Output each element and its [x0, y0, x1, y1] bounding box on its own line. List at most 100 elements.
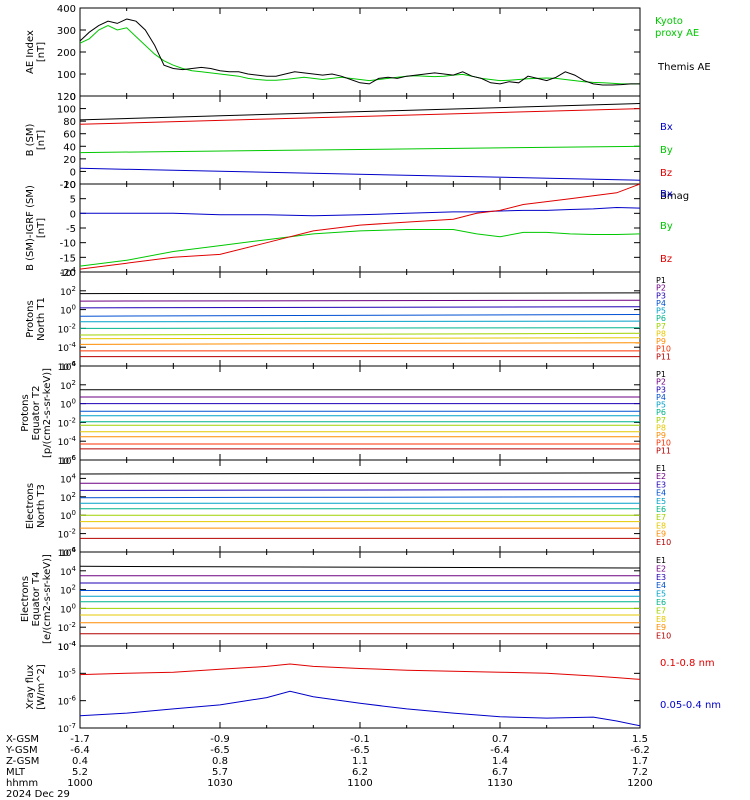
legend-label-p10: P10: [656, 439, 671, 448]
y-tick-label: -20: [60, 268, 76, 279]
series-line-by: [79, 229, 641, 267]
y-tick-label: 10-6: [58, 360, 77, 373]
y-tick-label: 106: [60, 454, 76, 467]
legend-label-e5: E5: [656, 497, 666, 506]
x-axis-tick-label: 1.4: [492, 756, 508, 767]
legend-label-bx: Bx: [660, 122, 673, 133]
series-line-p8: [79, 337, 641, 340]
legend-label-e4: E4: [656, 489, 666, 498]
y-axis-label: [p/(cm2-s-sr-keV)]: [42, 368, 53, 458]
y-tick-label: 5: [70, 195, 76, 206]
legend-label-p7: P7: [656, 416, 666, 425]
y-tick-label: 100: [57, 70, 76, 81]
series-line-p2: [79, 299, 641, 302]
legend-label-e3: E3: [656, 480, 666, 489]
y-tick-label: 102: [60, 584, 76, 597]
series-line-e4: [79, 496, 641, 499]
y-tick-label: 102: [60, 379, 76, 392]
legend-label-kyoto: Kyoto: [655, 16, 683, 27]
legend-label-e8: E8: [656, 521, 666, 530]
legend-label-by: By: [660, 221, 673, 232]
series-line-p1: [79, 292, 641, 295]
x-axis-row-label: hhmm: [6, 778, 38, 789]
legend-label-e10: E10: [656, 632, 671, 641]
y-tick-label: 10-4: [58, 640, 77, 653]
legend-label-p2: P2: [656, 378, 666, 387]
y-tick-label: 40: [63, 142, 76, 153]
series-line-p3: [79, 306, 641, 309]
panel-frame-bsm: [79, 95, 641, 185]
y-axis-label: Electrons: [20, 576, 31, 622]
legend-label-p7: P7: [656, 322, 666, 331]
x-axis-tick-label: 1100: [347, 778, 372, 789]
x-axis-row-label: Y-GSM: [5, 745, 38, 756]
y-tick-label: 102: [60, 491, 76, 504]
y-tick-label: 80: [63, 117, 76, 128]
y-axis-label: North T1: [36, 297, 47, 341]
y-tick-label: 0: [70, 209, 76, 220]
legend-label-p2: P2: [656, 284, 666, 293]
legend-label-p9: P9: [656, 431, 666, 440]
legend-label-xray-short: 0.05-0.4 nm: [660, 700, 721, 711]
y-tick-label: -5: [66, 224, 76, 235]
y-tick-label: 60: [63, 130, 76, 141]
y-axis-label: [nT]: [36, 42, 47, 62]
series-line-themis-ae: [79, 18, 640, 86]
series-line-0-05-0-4-nm: [79, 690, 641, 727]
series-line-p4: [79, 314, 641, 317]
legend-label-p9: P9: [656, 337, 666, 346]
y-tick-label: 0: [70, 167, 76, 178]
y-tick-label: 100: [60, 602, 76, 615]
legend-label-e7: E7: [656, 513, 666, 522]
y-axis-label: AE Index: [25, 30, 36, 74]
legend-label-xray-long: 0.1-0.8 nm: [660, 658, 715, 669]
legend-label-bz: Bz: [660, 254, 672, 265]
date-label: 2024 Dec 29: [6, 789, 70, 800]
legend-label-e9: E9: [656, 623, 666, 632]
y-axis-label: [nT]: [36, 218, 47, 238]
legend-label-e1: E1: [656, 556, 666, 565]
legend-label-e2: E2: [656, 472, 666, 481]
x-axis-tick-label: -1.7: [70, 734, 90, 745]
legend-label-bz: Bz: [660, 168, 672, 179]
legend-label-bx: Bx: [660, 189, 673, 200]
legend-label-p5: P5: [656, 401, 666, 410]
legend-label-p8: P8: [656, 423, 666, 432]
y-axis-label: Electrons: [25, 483, 36, 529]
legend-label-p4: P4: [656, 299, 666, 308]
y-tick-label: 10-2: [58, 322, 76, 335]
y-axis-label: Protons: [20, 394, 31, 431]
x-axis-tick-label: 0.4: [72, 756, 88, 767]
x-axis-tick-label: 0.8: [212, 756, 228, 767]
y-tick-label: 100: [60, 509, 76, 522]
y-tick-label: 10-2: [58, 528, 76, 541]
legend-label-themis-ae: Themis AE: [657, 62, 711, 73]
x-axis-row-label: X-GSM: [6, 734, 39, 745]
legend-label-e6: E6: [656, 598, 666, 607]
y-tick-label: 104: [60, 565, 76, 578]
y-tick-label: 10-4: [58, 546, 77, 559]
legend-label-e8: E8: [656, 615, 666, 624]
y-tick-label: 10-2: [58, 416, 76, 429]
series-line-bz: [79, 183, 641, 270]
y-tick-label: 300: [57, 26, 76, 37]
x-axis-tick-label: 1.5: [632, 734, 648, 745]
legend-label-by: By: [660, 145, 673, 156]
legend-label-bmag: Bmag: [660, 191, 689, 202]
series-line-kyoto-proxy-ae: [79, 25, 640, 85]
panel-frame-protons_t2: [79, 365, 641, 461]
legend-label-p3: P3: [656, 385, 666, 394]
y-tick-label: 20: [63, 155, 76, 166]
legend-label-e9: E9: [656, 530, 666, 539]
series-line-e1: [79, 472, 641, 475]
x-axis-tick-label: 1130: [487, 778, 512, 789]
y-axis-label: B (SM): [25, 123, 36, 156]
series-line-e3: [79, 489, 641, 491]
series-line-p6: [79, 327, 641, 329]
y-tick-label: 104: [60, 472, 76, 485]
y-tick-label: 10-5: [58, 667, 76, 680]
legend-label-p1: P1: [656, 370, 666, 379]
y-tick-label: 106: [60, 546, 76, 559]
y-tick-label: 10-4: [58, 341, 77, 354]
